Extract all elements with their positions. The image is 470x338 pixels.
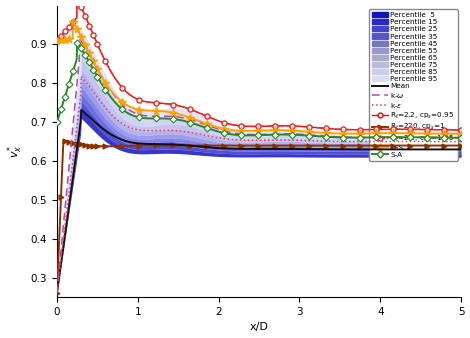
- X-axis label: x/D: x/D: [250, 322, 268, 333]
- Legend: Percentile  5, Percentile 15, Percentile 25, Percentile 35, Percentile 45, Perce: Percentile 5, Percentile 15, Percentile …: [369, 9, 457, 161]
- Y-axis label: $v_{x}^{*}$: $v_{x}^{*}$: [6, 145, 25, 158]
